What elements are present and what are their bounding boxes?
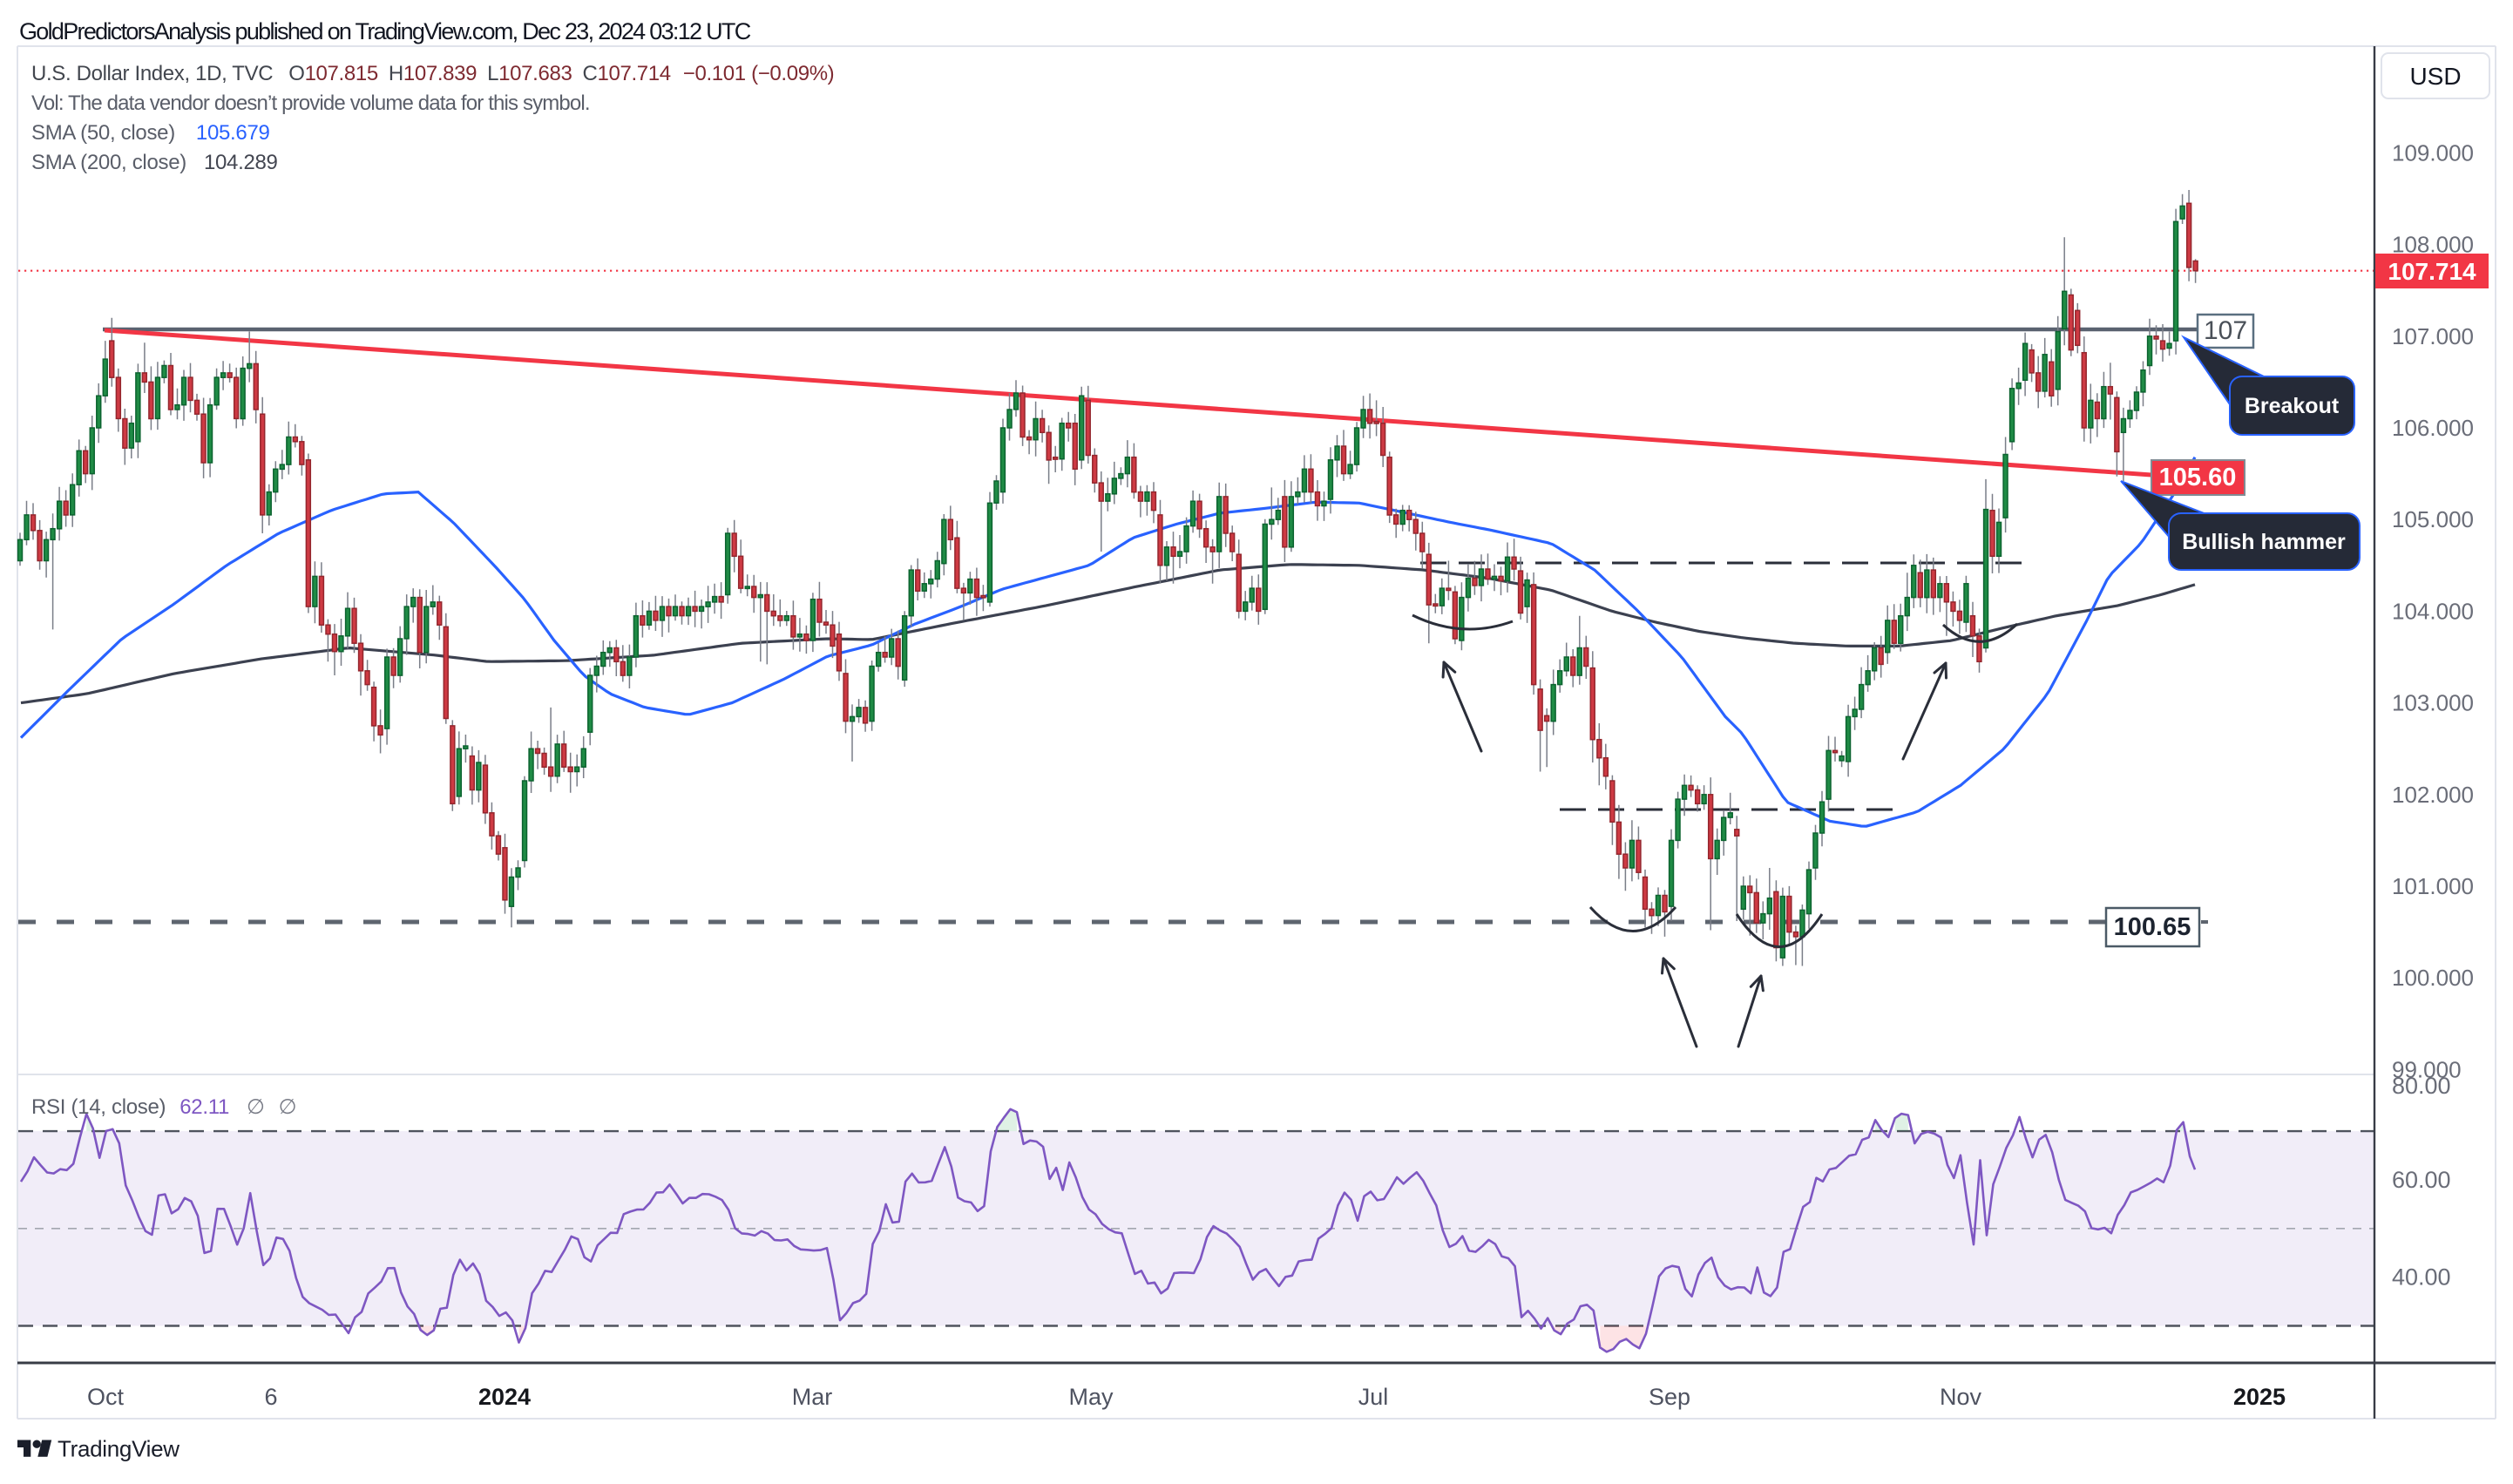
svg-text:107.000: 107.000 [2392,323,2474,349]
svg-text:GoldPredictorsAnalysis publish: GoldPredictorsAnalysis published on Trad… [19,18,751,44]
svg-text:99.000: 99.000 [2392,1056,2462,1082]
svg-text:Sep: Sep [1649,1384,1690,1410]
svg-text:106.000: 106.000 [2392,415,2474,441]
svg-text:TradingView: TradingView [58,1436,180,1462]
svg-text:Vol: The data vendor doesn’t p: Vol: The data vendor doesn’t provide vol… [31,91,590,115]
svg-text:109.000: 109.000 [2392,139,2474,166]
svg-text:60.00: 60.00 [2392,1167,2451,1193]
svg-text:Breakout: Breakout [2245,394,2340,418]
svg-text:108.000: 108.000 [2392,232,2474,258]
svg-text:SMA (50, close)105.679: SMA (50, close) 105.679 [31,121,270,145]
svg-text:103.000: 103.000 [2392,690,2474,716]
svg-text:Nov: Nov [1940,1384,1982,1410]
svg-text:40.00: 40.00 [2392,1264,2451,1291]
svg-text:107: 107 [2204,316,2247,345]
svg-text:105.000: 105.000 [2392,506,2474,532]
svg-text:2025: 2025 [2233,1384,2286,1410]
svg-text:SMA (200, close)104.289: SMA (200, close) 104.289 [31,151,278,174]
svg-text:USD: USD [2409,63,2461,90]
svg-text:101.000: 101.000 [2392,873,2474,899]
svg-text:104.000: 104.000 [2392,598,2474,624]
svg-text:80.00: 80.00 [2392,1073,2451,1099]
svg-text:100.65: 100.65 [2114,913,2191,941]
svg-text:Mar: Mar [792,1384,833,1410]
svg-text:2024: 2024 [478,1384,531,1410]
svg-text:102.000: 102.000 [2392,782,2474,808]
svg-text:Jul: Jul [1358,1384,1389,1410]
svg-text:100.000: 100.000 [2392,965,2474,991]
svg-text:107.714: 107.714 [2388,258,2476,285]
svg-text:RSI (14, close)62.11∅∅: RSI (14, close) 62.11 ∅ ∅ [31,1095,296,1119]
svg-text:Bullish hammer: Bullish hammer [2182,530,2346,554]
svg-text:Oct: Oct [87,1384,125,1410]
svg-text:6: 6 [264,1384,277,1410]
svg-text:May: May [1068,1384,1114,1410]
svg-text:105.60: 105.60 [2159,464,2237,491]
